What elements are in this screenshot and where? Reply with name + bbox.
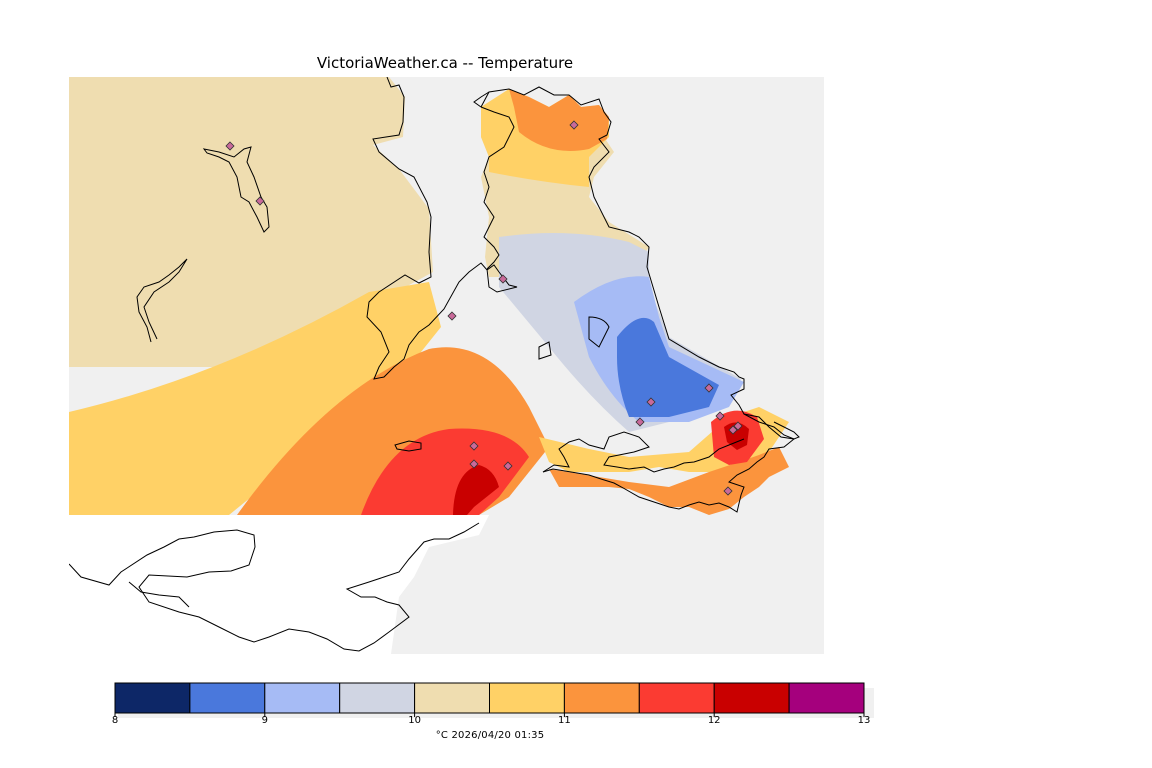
legend-tick-label: 12: [707, 715, 721, 726]
lake-west: [202, 146, 270, 233]
legend-bin: [563, 682, 640, 714]
coastline-saanich-east: [480, 86, 796, 513]
coastline-oakbay: [743, 413, 800, 440]
map-title: VictoriaWeather.ca -- Temperature: [316, 54, 574, 72]
station-marker[interactable]: [469, 441, 479, 451]
legend-bin: [788, 682, 865, 714]
legend-bin: [414, 682, 491, 714]
contour-9-95-mid: [617, 317, 719, 417]
station-marker[interactable]: [635, 417, 645, 427]
coastline-south-inner: [128, 581, 190, 608]
contour-11-115-east: [549, 447, 789, 515]
coastline-victoria: [542, 431, 745, 473]
coastline-west: [366, 77, 518, 380]
station-marker[interactable]: [646, 397, 656, 407]
legend-tick-label: 8: [111, 715, 119, 726]
coastline-south: [69, 522, 480, 652]
legend-bin: [638, 682, 715, 714]
legend-bin: [339, 682, 416, 714]
contour-12-125-west: [453, 465, 499, 515]
station-marker[interactable]: [569, 120, 579, 130]
weather-stations: [225, 120, 743, 496]
station-marker[interactable]: [225, 141, 235, 151]
lake-south: [394, 440, 422, 452]
station-marker[interactable]: [447, 311, 457, 321]
coastline-saanich-west: [473, 91, 515, 270]
legend-bin: [189, 682, 266, 714]
legend-shadow: [118, 688, 874, 718]
legend-bin: [264, 682, 341, 714]
station-marker[interactable]: [704, 383, 714, 393]
legend-bin: [489, 682, 565, 714]
station-marker[interactable]: [255, 196, 265, 206]
legend-tick-label: 9: [261, 715, 268, 726]
station-marker[interactable]: [715, 411, 725, 421]
station-marker[interactable]: [503, 461, 513, 471]
station-marker[interactable]: [498, 274, 508, 284]
contour-10-105-west: [69, 77, 433, 367]
legend-caption: °C 2026/04/20 01:35: [435, 730, 545, 741]
temperature-map[interactable]: [69, 77, 824, 654]
mainland-area: [69, 515, 489, 654]
legend-tick-label: 10: [408, 715, 421, 726]
legend-bin: [713, 682, 790, 714]
legend-bin: [114, 682, 191, 714]
legend-tick-label: 11: [558, 715, 571, 726]
contour-105-11-west: [69, 282, 441, 515]
station-marker[interactable]: [733, 421, 743, 431]
contour-115-12-north: [509, 89, 609, 151]
inlet-west: [136, 258, 188, 343]
station-marker[interactable]: [728, 425, 738, 435]
station-marker[interactable]: [469, 459, 479, 469]
legend-tick-label: 13: [857, 715, 871, 726]
coastline-islet: [538, 316, 610, 360]
station-marker[interactable]: [723, 486, 733, 496]
